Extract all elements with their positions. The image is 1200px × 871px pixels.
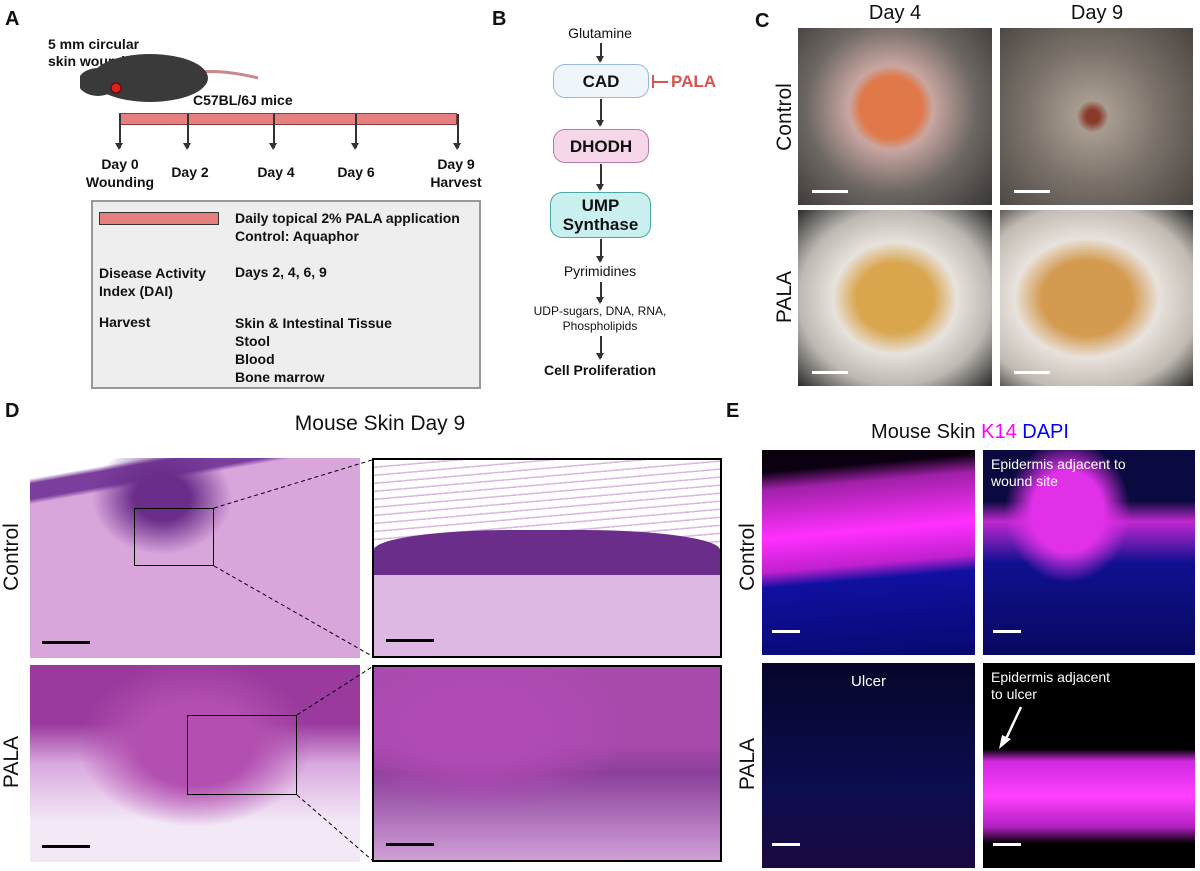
legend-harvest-items: Skin & Intestinal Tissue Stool Blood Bone m… <box>235 315 392 385</box>
if-control-adjacent: Epidermis adjacent to wound site <box>983 450 1195 655</box>
inset-box-control <box>134 508 214 566</box>
day4-arrow <box>270 114 276 150</box>
timepoint-day2: Day 2 <box>171 164 209 180</box>
inhibition-line <box>652 81 668 83</box>
panel-e-label: E <box>726 400 740 422</box>
inhibition-bar <box>652 75 654 88</box>
arrow-icon <box>999 706 1023 749</box>
timepoint-day0: Day 0 Wounding <box>85 156 155 190</box>
dhodh-node: DHODH <box>553 129 649 163</box>
legend-treatment: Daily topical 2% PALA application Control… <box>235 210 460 244</box>
panel-a-label: A <box>5 8 20 30</box>
photo-pala-day9 <box>1000 210 1193 386</box>
if-pala-ulcer: Ulcer <box>762 663 975 868</box>
histology-control-overview <box>30 458 360 658</box>
if-pala-adjacent: Epidermis adjacent to ulcer <box>983 663 1195 868</box>
legend-harvest-label: Harvest <box>99 314 151 330</box>
legend-bar-swatch <box>99 212 219 225</box>
photo-pala-day4 <box>798 210 992 386</box>
glutamine-label: Glutamine <box>568 25 632 41</box>
annot-ulcer: Ulcer <box>850 673 886 690</box>
row-control-e: Control <box>736 523 759 591</box>
mouse-illustration <box>80 54 259 102</box>
legend-dai-value: Days 2, 4, 6, 9 <box>235 264 327 280</box>
ump-synthase-node: UMP Synthase <box>550 192 651 238</box>
panel-d-label: D <box>5 400 20 422</box>
day0-arrow <box>116 114 122 150</box>
day2-arrow <box>184 114 190 150</box>
row-pala-e: PALA <box>736 737 759 791</box>
products-label: UDP-sugars, DNA, RNA, Phospholipids <box>533 304 667 333</box>
wound-line1: 5 mm circular <box>48 36 140 52</box>
col-day9: Day 9 <box>1070 2 1124 24</box>
if-control-wound <box>762 450 975 655</box>
pala-inhibitor-label: PALA <box>671 72 717 91</box>
annot-adjacent-ulcer: Epidermis adjacent to ulcer <box>991 669 1111 702</box>
cad-node: CAD <box>553 64 649 98</box>
panel-b-label: B <box>492 8 507 30</box>
col-day4: Day 4 <box>868 2 922 24</box>
timepoint-day6: Day 6 <box>337 164 375 180</box>
wound-icon <box>110 82 122 94</box>
legend-dai-label: Disease Activity Index (DAI) <box>99 265 206 299</box>
panel-c-label: C <box>755 10 770 32</box>
panel-d-title: Mouse Skin Day 9 <box>294 412 466 435</box>
protocol-legend-box: Daily topical 2% PALA application Control… <box>91 200 481 389</box>
photo-control-day9 <box>1000 28 1193 205</box>
pyrimidines-label: Pyrimidines <box>563 263 637 279</box>
photo-control-day4 <box>798 28 992 205</box>
histology-pala-overview <box>30 665 360 862</box>
annot-adjacent-wound: Epidermis adjacent to wound site <box>991 456 1126 489</box>
timepoint-day9: Day 9 Harvest <box>430 156 482 190</box>
cell-proliferation-label: Cell Proliferation <box>543 362 657 378</box>
histology-pala-zoom <box>372 665 722 862</box>
panel-e-title: Mouse Skin K14 DAPI <box>871 421 1069 443</box>
timepoint-day4: Day 4 <box>257 164 295 180</box>
histology-control-zoom <box>372 458 722 658</box>
day6-arrow <box>352 114 358 150</box>
inset-box-pala <box>187 715 297 795</box>
day9-arrow <box>454 114 460 150</box>
strain-label: C57BL/6J mice <box>193 92 293 108</box>
